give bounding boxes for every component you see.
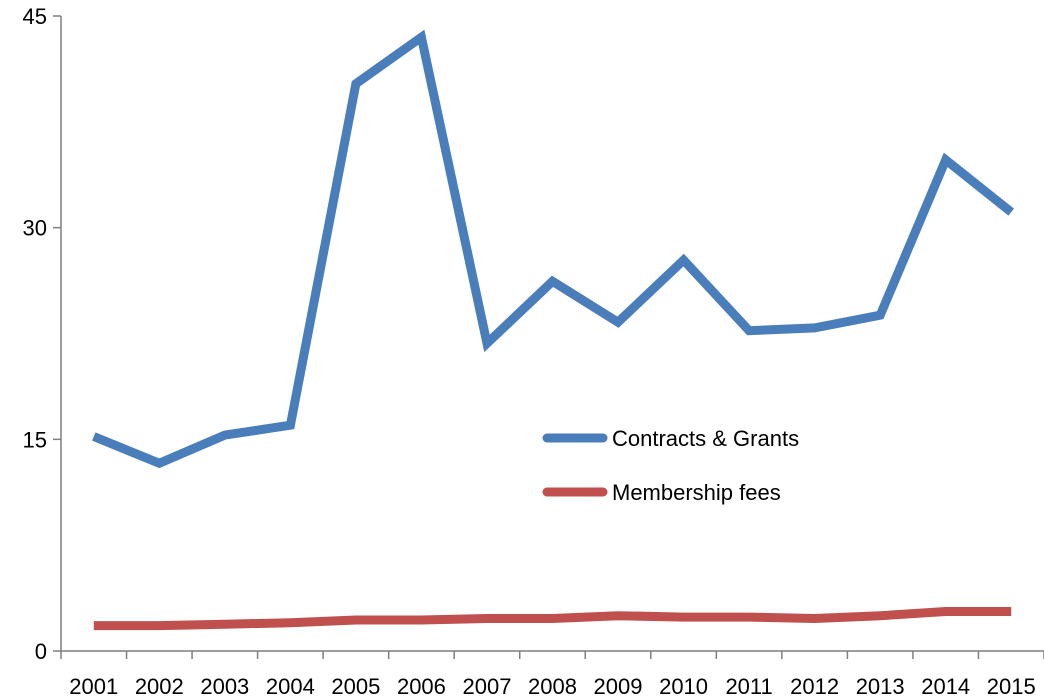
- x-tick-label: 2004: [266, 674, 315, 698]
- y-tick-label: 45: [23, 4, 47, 29]
- series-line-0: [92, 29, 1015, 469]
- series-lines: [92, 29, 1015, 631]
- legend-label: Contracts & Grants: [612, 426, 799, 451]
- x-tick-label: 2005: [331, 674, 380, 698]
- y-tick-label: 0: [35, 639, 47, 664]
- x-tick-label: 2012: [790, 674, 839, 698]
- x-tick-label: 2010: [659, 674, 708, 698]
- x-tick-label: 2013: [856, 674, 905, 698]
- x-tick-label: 2008: [528, 674, 577, 698]
- x-tick-label: 2011: [725, 674, 772, 698]
- x-tick-label: 2009: [594, 674, 643, 698]
- x-tick-label: 2006: [397, 674, 446, 698]
- x-tick-label: 2003: [200, 674, 249, 698]
- legend: Contracts & Grants Membership fees: [542, 426, 799, 505]
- legend-label: Membership fees: [612, 480, 781, 505]
- axes: 0 15 30 45 2001 2002 2003 2004 2005 2006 2007 2008 2…: [23, 4, 1044, 698]
- y-tick-label: 30: [23, 216, 47, 241]
- x-tick-label: 2014: [921, 674, 970, 698]
- series-line-1: [93, 607, 1012, 631]
- x-tick-label: 2002: [135, 674, 184, 698]
- y-tick-label: 15: [23, 427, 47, 452]
- x-tick-label: 2001: [69, 674, 118, 698]
- x-tick-label: 2007: [462, 674, 511, 698]
- x-tick-label: 2015: [987, 674, 1036, 698]
